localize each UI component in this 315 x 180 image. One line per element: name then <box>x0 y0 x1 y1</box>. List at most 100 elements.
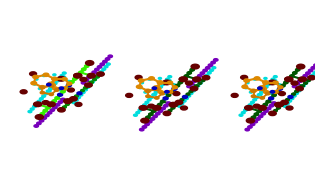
Circle shape <box>33 105 37 107</box>
Circle shape <box>257 110 261 112</box>
Circle shape <box>273 81 278 84</box>
Circle shape <box>158 91 163 93</box>
Circle shape <box>87 73 95 78</box>
Circle shape <box>57 76 66 81</box>
Circle shape <box>253 99 257 101</box>
Circle shape <box>180 99 184 101</box>
Circle shape <box>273 91 278 93</box>
Circle shape <box>275 102 283 107</box>
Circle shape <box>53 78 58 80</box>
Circle shape <box>145 123 149 126</box>
Circle shape <box>261 112 266 115</box>
Circle shape <box>104 66 108 68</box>
Circle shape <box>260 91 263 93</box>
Circle shape <box>201 79 204 82</box>
Circle shape <box>102 68 106 70</box>
Circle shape <box>192 80 197 82</box>
Circle shape <box>268 80 277 85</box>
Circle shape <box>194 87 198 89</box>
Circle shape <box>198 82 202 84</box>
Circle shape <box>173 84 176 86</box>
Circle shape <box>157 88 160 91</box>
Circle shape <box>148 104 155 108</box>
Circle shape <box>254 77 260 80</box>
Circle shape <box>59 89 62 91</box>
Circle shape <box>153 94 157 95</box>
Circle shape <box>198 75 202 77</box>
Circle shape <box>158 110 163 112</box>
Circle shape <box>288 100 292 102</box>
Circle shape <box>246 82 249 84</box>
Circle shape <box>281 84 285 87</box>
Circle shape <box>251 90 256 92</box>
Circle shape <box>205 74 209 76</box>
Circle shape <box>266 107 271 110</box>
Circle shape <box>250 89 256 92</box>
Circle shape <box>140 128 144 131</box>
Circle shape <box>301 85 304 87</box>
Circle shape <box>147 120 152 123</box>
Circle shape <box>260 88 265 91</box>
Circle shape <box>20 90 27 94</box>
Circle shape <box>108 55 112 58</box>
Circle shape <box>308 77 312 79</box>
Circle shape <box>187 85 191 88</box>
Circle shape <box>53 106 57 109</box>
Circle shape <box>145 89 151 92</box>
Circle shape <box>301 85 305 87</box>
Circle shape <box>274 110 278 112</box>
Circle shape <box>67 82 72 85</box>
Circle shape <box>253 78 256 80</box>
Circle shape <box>169 102 177 107</box>
Circle shape <box>160 92 164 95</box>
Circle shape <box>269 104 273 107</box>
Circle shape <box>172 87 177 90</box>
Circle shape <box>198 82 202 84</box>
Circle shape <box>254 113 259 116</box>
Circle shape <box>34 125 38 127</box>
Circle shape <box>202 76 210 80</box>
Circle shape <box>66 86 69 87</box>
Circle shape <box>58 77 61 79</box>
Circle shape <box>40 91 45 94</box>
Circle shape <box>174 104 178 106</box>
Circle shape <box>47 83 51 86</box>
Circle shape <box>250 101 254 103</box>
Circle shape <box>83 89 87 91</box>
Circle shape <box>168 110 172 112</box>
Circle shape <box>180 103 184 105</box>
Circle shape <box>62 87 67 90</box>
Circle shape <box>161 107 165 110</box>
Circle shape <box>275 91 279 93</box>
Circle shape <box>146 90 150 92</box>
Circle shape <box>89 74 94 76</box>
Circle shape <box>190 68 194 71</box>
Circle shape <box>135 75 142 79</box>
Circle shape <box>63 106 66 108</box>
Circle shape <box>37 100 41 102</box>
Circle shape <box>81 82 86 84</box>
Circle shape <box>53 87 58 90</box>
Circle shape <box>264 110 268 112</box>
Circle shape <box>48 111 52 114</box>
Circle shape <box>47 102 55 107</box>
Circle shape <box>278 84 282 86</box>
Circle shape <box>62 78 67 80</box>
Circle shape <box>245 105 253 110</box>
Circle shape <box>168 81 173 84</box>
Circle shape <box>173 92 180 96</box>
Circle shape <box>293 72 297 74</box>
Circle shape <box>166 78 169 80</box>
Circle shape <box>288 95 293 98</box>
Circle shape <box>95 76 99 78</box>
Circle shape <box>314 64 315 66</box>
Circle shape <box>187 72 192 74</box>
Circle shape <box>297 64 305 69</box>
Circle shape <box>81 89 84 92</box>
Circle shape <box>210 69 214 71</box>
Circle shape <box>207 72 211 74</box>
Circle shape <box>77 92 82 95</box>
Circle shape <box>70 97 77 101</box>
Circle shape <box>89 81 93 83</box>
Circle shape <box>161 83 165 86</box>
